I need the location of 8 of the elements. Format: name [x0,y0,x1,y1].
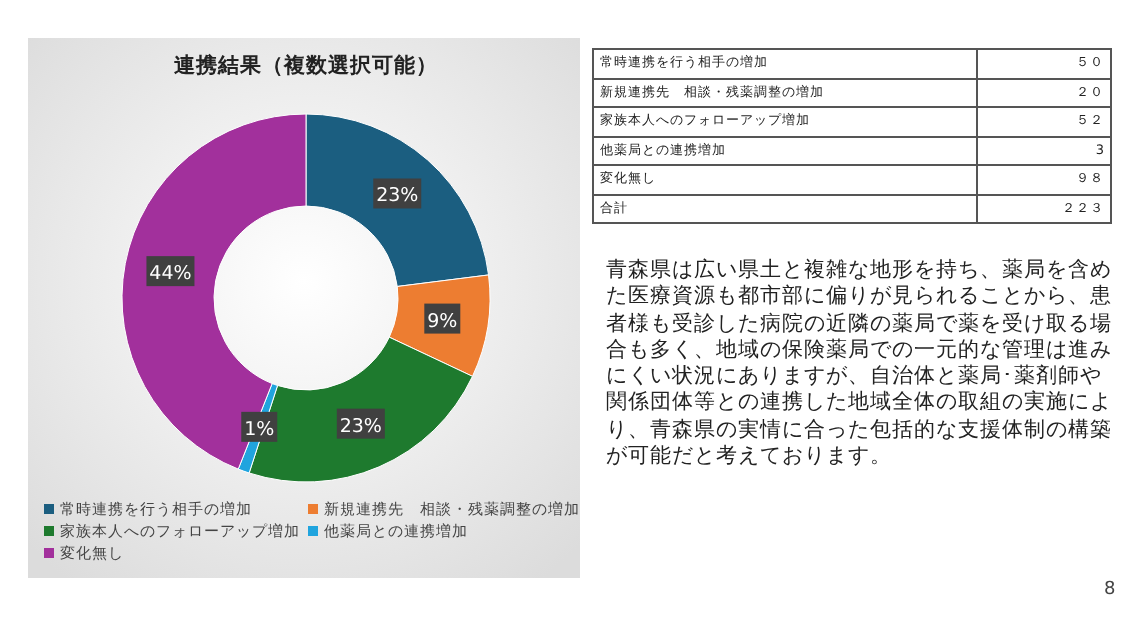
data-label: 9% [427,310,458,333]
text: 8 [1104,580,1116,600]
data-label: 23% [376,185,419,208]
data-label: 23% [339,415,382,438]
text: 青森県は広い県土と複雑な地形を持ち、薬局を含めた医療資源も都市部に偏りが見られることから、患者様も受診した病院の近隣の薬局で薬を受け取る場合も多く、地域の保険薬局での一元的な管理は進みにくい状況にありますが、自治体と薬局･薬剤師や関係団体等との連携した地域全体の取組の実施により、青森県の実情に合った包括的な支援体制の構築が可能だと考えております。 [606,256,1114,469]
data-label: 44% [149,263,192,286]
data-label: 1% [244,418,275,441]
chart-title: 連携結果（複数選択可能） [174,52,438,78]
